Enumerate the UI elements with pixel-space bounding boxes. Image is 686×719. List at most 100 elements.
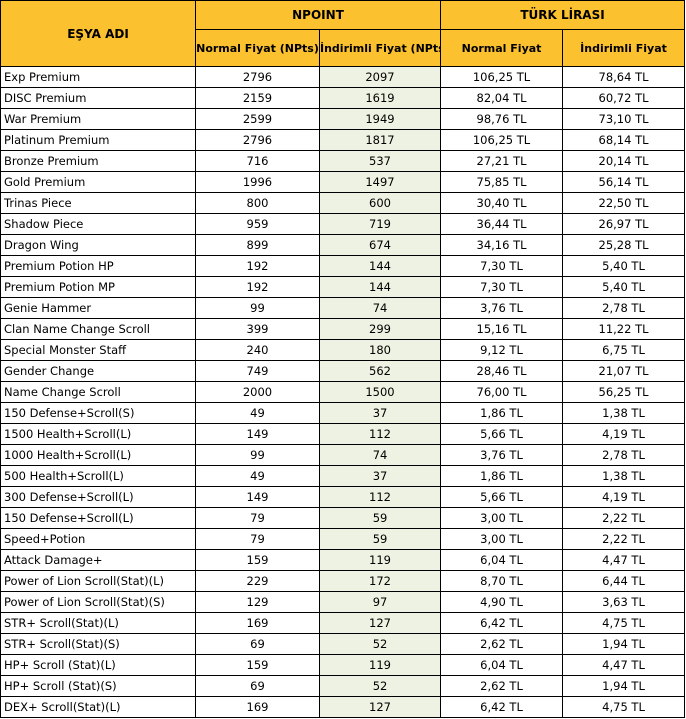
table-row: STR+ Scroll(Stat)(L) 169 127 6,42 TL 4,75 TL — [0, 612, 686, 634]
table-row: 1000 Health+Scroll(L) 99 74 3,76 TL 2,78 TL — [0, 444, 686, 466]
normal-npoint-cell: 129 — [195, 591, 320, 613]
normal-npoint-cell: 2796 — [195, 129, 320, 151]
item-name-cell: STR+ Scroll(Stat)(S) — [0, 633, 196, 655]
normal-npoint-cell: 79 — [195, 528, 320, 550]
discount-tl-cell: 4,47 TL — [562, 654, 686, 676]
normal-npoint-cell: 2599 — [195, 108, 320, 130]
item-name-cell: HP+ Scroll (Stat)(L) — [0, 654, 196, 676]
normal-tl-cell: 34,16 TL — [440, 234, 564, 256]
item-name-cell: 300 Defense+Scroll(L) — [0, 486, 196, 508]
normal-tl-cell: 7,30 TL — [440, 276, 564, 298]
item-name-cell: Gender Change — [0, 360, 196, 382]
item-name-cell: Genie Hammer — [0, 297, 196, 319]
table-row: Shadow Piece 959 719 36,44 TL 26,97 TL — [0, 213, 686, 235]
normal-tl-cell: 8,70 TL — [440, 570, 564, 592]
normal-npoint-cell: 99 — [195, 297, 320, 319]
item-name-cell: 500 Health+Scroll(L) — [0, 465, 196, 487]
normal-npoint-cell: 716 — [195, 150, 320, 172]
discount-npoint-header: İndirimli Fiyat (NPts) — [318, 29, 442, 67]
discount-tl-cell: 1,94 TL — [562, 675, 686, 697]
normal-npoint-cell: 169 — [195, 612, 320, 634]
normal-npoint-cell: 159 — [195, 549, 320, 571]
discount-tl-cell: 11,22 TL — [562, 318, 686, 340]
discount-tl-cell: 1,38 TL — [562, 465, 686, 487]
table-row: Name Change Scroll 2000 1500 76,00 TL 56,25 … — [0, 381, 686, 403]
discount-tl-cell: 3,63 TL — [562, 591, 686, 613]
item-name-cell: 1500 Health+Scroll(L) — [0, 423, 196, 445]
normal-tl-cell: 76,00 TL — [440, 381, 564, 403]
item-name-cell: STR+ Scroll(Stat)(L) — [0, 612, 196, 634]
discount-npoint-cell: 600 — [318, 192, 442, 214]
discount-tl-cell: 4,47 TL — [562, 549, 686, 571]
normal-npoint-cell: 69 — [195, 675, 320, 697]
table-row: HP+ Scroll (Stat)(L) 159 119 6,04 TL 4,47 TL — [0, 654, 686, 676]
discount-tl-cell: 1,38 TL — [562, 402, 686, 424]
item-name-cell: Power of Lion Scroll(Stat)(S) — [0, 591, 196, 613]
normal-npoint-cell: 159 — [195, 654, 320, 676]
discount-npoint-cell: 59 — [318, 507, 442, 529]
normal-npoint-cell: 149 — [195, 423, 320, 445]
discount-tl-cell: 22,50 TL — [562, 192, 686, 214]
item-name-cell: DEX+ Scroll(Stat)(L) — [0, 696, 196, 718]
table-row: 300 Defense+Scroll(L) 149 112 5,66 TL 4,19 T… — [0, 486, 686, 508]
discount-npoint-cell: 1949 — [318, 108, 442, 130]
normal-npoint-cell: 899 — [195, 234, 320, 256]
item-name-cell: Clan Name Change Scroll — [0, 318, 196, 340]
table-row: Power of Lion Scroll(Stat)(L) 229 172 8,70 … — [0, 570, 686, 592]
normal-tl-cell: 7,30 TL — [440, 255, 564, 277]
discount-npoint-cell: 1817 — [318, 129, 442, 151]
item-name-cell: 150 Defense+Scroll(S) — [0, 402, 196, 424]
normal-tl-cell: 6,04 TL — [440, 654, 564, 676]
discount-npoint-cell: 119 — [318, 549, 442, 571]
discount-npoint-cell: 144 — [318, 276, 442, 298]
discount-tl-cell: 5,40 TL — [562, 276, 686, 298]
item-name-cell: 1000 Health+Scroll(L) — [0, 444, 196, 466]
normal-tl-cell: 30,40 TL — [440, 192, 564, 214]
item-name-cell: Bronze Premium — [0, 150, 196, 172]
table-row: Attack Damage+ 159 119 6,04 TL 4,47 TL — [0, 549, 686, 571]
discount-npoint-cell: 674 — [318, 234, 442, 256]
normal-tl-cell: 5,66 TL — [440, 423, 564, 445]
normal-npoint-cell: 800 — [195, 192, 320, 214]
normal-tl-cell: 9,12 TL — [440, 339, 564, 361]
discount-npoint-cell: 97 — [318, 591, 442, 613]
normal-npoint-cell: 959 — [195, 213, 320, 235]
discount-npoint-cell: 112 — [318, 423, 442, 445]
discount-tl-cell: 2,22 TL — [562, 507, 686, 529]
normal-tl-cell: 3,76 TL — [440, 297, 564, 319]
normal-npoint-header: Normal Fiyat (NPts) — [195, 29, 320, 67]
discount-tl-cell: 2,22 TL — [562, 528, 686, 550]
normal-tl-cell: 5,66 TL — [440, 486, 564, 508]
item-name-cell: Name Change Scroll — [0, 381, 196, 403]
table-row: Exp Premium 2796 2097 106,25 TL 78,64 TL — [0, 66, 686, 88]
item-name-cell: DISC Premium — [0, 87, 196, 109]
table-row: Platinum Premium 2796 1817 106,25 TL 68,14 T… — [0, 129, 686, 151]
normal-tl-cell: 2,62 TL — [440, 633, 564, 655]
discount-npoint-cell: 1619 — [318, 87, 442, 109]
table-row: Premium Potion MP 192 144 7,30 TL 5,40 TL — [0, 276, 686, 298]
normal-tl-cell: 75,85 TL — [440, 171, 564, 193]
table-row: HP+ Scroll (Stat)(S) 69 52 2,62 TL 1,94 TL — [0, 675, 686, 697]
table-row: DEX+ Scroll(Stat)(L) 169 127 6,42 TL 4,75 TL — [0, 696, 686, 718]
discount-npoint-cell: 37 — [318, 465, 442, 487]
table-row: Gold Premium 1996 1497 75,85 TL 56,14 TL — [0, 171, 686, 193]
normal-tl-cell: 28,46 TL — [440, 360, 564, 382]
normal-npoint-cell: 1996 — [195, 171, 320, 193]
discount-tl-cell: 20,14 TL — [562, 150, 686, 172]
table-row: Power of Lion Scroll(Stat)(S) 129 97 4,90 T… — [0, 591, 686, 613]
table-row: Clan Name Change Scroll 399 299 15,16 TL 11,… — [0, 318, 686, 340]
item-name-cell: Power of Lion Scroll(Stat)(L) — [0, 570, 196, 592]
discount-tl-cell: 5,40 TL — [562, 255, 686, 277]
item-name-cell: Attack Damage+ — [0, 549, 196, 571]
table-row: 150 Defense+Scroll(L) 79 59 3,00 TL 2,22 TL — [0, 507, 686, 529]
discount-npoint-cell: 180 — [318, 339, 442, 361]
discount-npoint-cell: 112 — [318, 486, 442, 508]
discount-tl-cell: 2,78 TL — [562, 444, 686, 466]
item-name-cell: Exp Premium — [0, 66, 196, 88]
item-name-cell: 150 Defense+Scroll(L) — [0, 507, 196, 529]
normal-npoint-cell: 229 — [195, 570, 320, 592]
table-row: Premium Potion HP 192 144 7,30 TL 5,40 TL — [0, 255, 686, 277]
normal-npoint-cell: 49 — [195, 402, 320, 424]
discount-npoint-cell: 52 — [318, 633, 442, 655]
discount-npoint-cell: 1500 — [318, 381, 442, 403]
